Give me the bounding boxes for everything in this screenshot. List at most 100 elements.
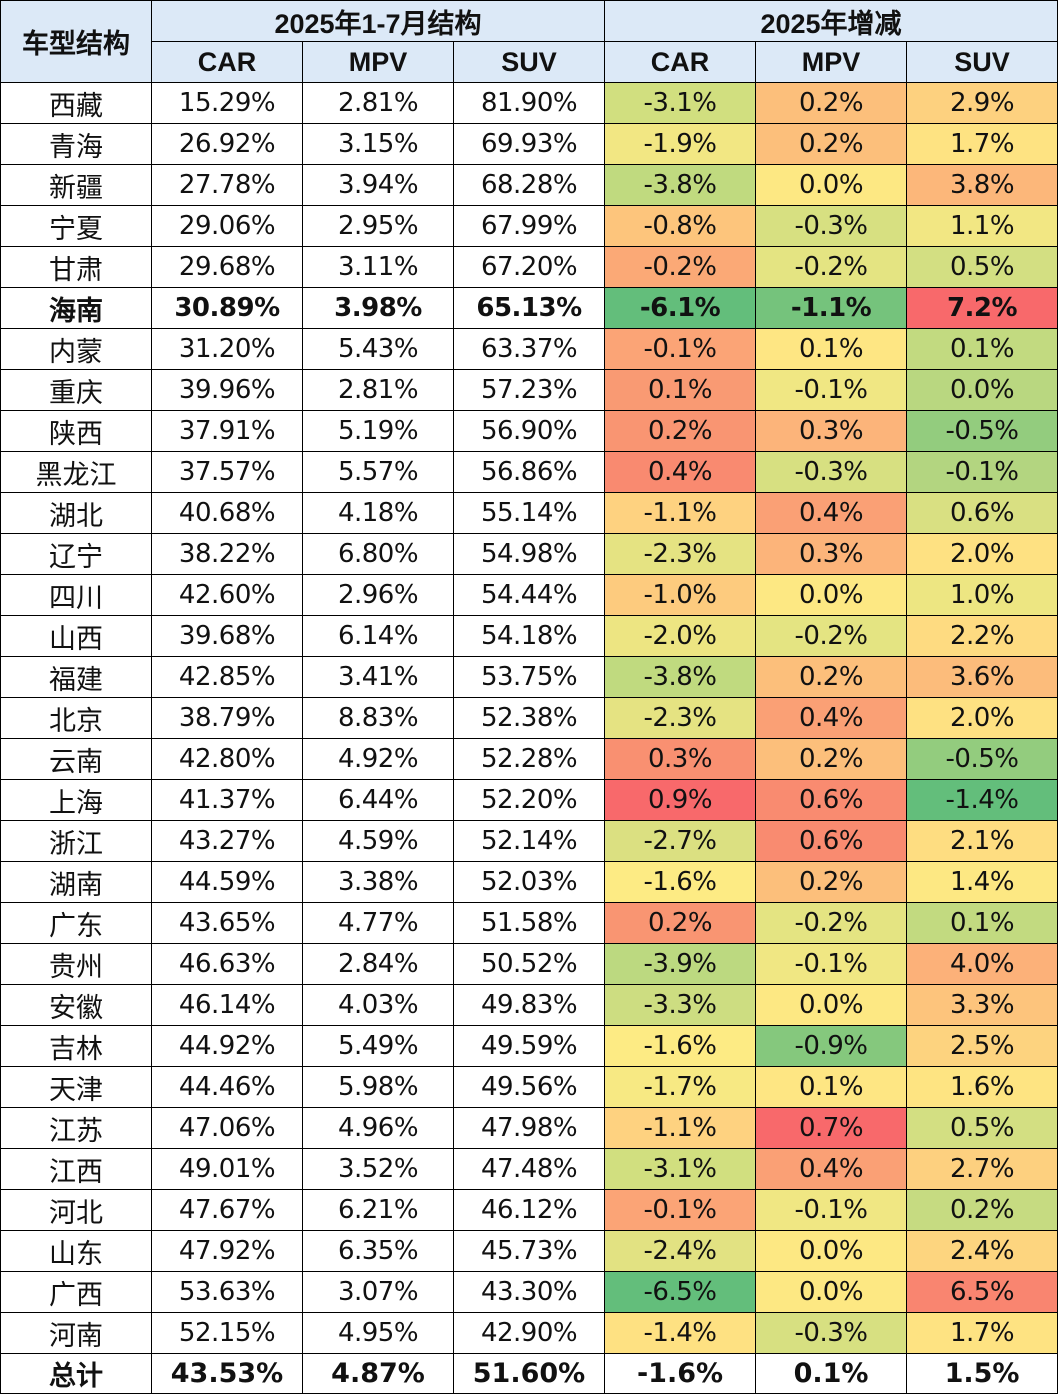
column-header-suv: SUV xyxy=(452,41,606,83)
table-row: 河北 47.67% 6.21% 46.12% -0.1% -0.1% 0.2% xyxy=(0,1189,1058,1231)
mpv-share: 2.96% xyxy=(302,574,454,616)
table-row: 河南 52.15% 4.95% 42.90% -1.4% -0.3% 1.7% xyxy=(0,1312,1058,1354)
car-share: 15.29% xyxy=(151,82,303,124)
table-row: 天津 44.46% 5.98% 49.56% -1.7% 0.1% 1.6% xyxy=(0,1066,1058,1108)
suv-share: 65.13% xyxy=(452,287,606,329)
province-name: 天津 xyxy=(0,1066,152,1108)
table-row: 黑龙江 37.57% 5.57% 56.86% 0.4% -0.3% -0.1% xyxy=(0,451,1058,493)
mpv-share: 4.96% xyxy=(302,1107,454,1149)
car-change: -3.1% xyxy=(604,82,757,124)
car-change: -1.4% xyxy=(604,1312,757,1354)
car-share: 39.68% xyxy=(151,615,303,657)
mpv-change: 0.0% xyxy=(755,164,908,206)
mpv-share: 4.77% xyxy=(302,902,454,944)
table-row: 北京 38.79% 8.83% 52.38% -2.3% 0.4% 2.0% xyxy=(0,697,1058,739)
table-row: 内蒙 31.20% 5.43% 63.37% -0.1% 0.1% 0.1% xyxy=(0,328,1058,370)
mpv-change: 0.0% xyxy=(755,984,908,1026)
suv-change: 3.8% xyxy=(906,164,1058,206)
mpv-share: 6.80% xyxy=(302,533,454,575)
table-row: 宁夏 29.06% 2.95% 67.99% -0.8% -0.3% 1.1% xyxy=(0,205,1058,247)
car-change: -1.1% xyxy=(604,492,757,534)
province-name: 黑龙江 xyxy=(0,451,152,493)
suv-change: 1.0% xyxy=(906,574,1058,616)
car-share: 46.14% xyxy=(151,984,303,1026)
car-share: 38.79% xyxy=(151,697,303,739)
mpv-share: 5.19% xyxy=(302,410,454,452)
suv-change: 6.5% xyxy=(906,1271,1058,1313)
table-row: 四川 42.60% 2.96% 54.44% -1.0% 0.0% 1.0% xyxy=(0,574,1058,616)
mpv-share: 3.41% xyxy=(302,656,454,698)
mpv-share: 3.52% xyxy=(302,1148,454,1190)
suv-share: 52.14% xyxy=(452,820,606,862)
table-row: 云南 42.80% 4.92% 52.28% 0.3% 0.2% -0.5% xyxy=(0,738,1058,780)
car-share: 27.78% xyxy=(151,164,303,206)
car-change: 0.2% xyxy=(604,902,757,944)
mpv-share: 3.38% xyxy=(302,861,454,903)
mpv-change: 0.2% xyxy=(755,738,908,780)
table-row: 湖南 44.59% 3.38% 52.03% -1.6% 0.2% 1.4% xyxy=(0,861,1058,903)
column-header-car-change: CAR xyxy=(604,41,757,83)
mpv-share: 2.81% xyxy=(302,82,454,124)
suv-change: 2.7% xyxy=(906,1148,1058,1190)
total-suv-change: 1.5% xyxy=(906,1353,1058,1394)
suv-share: 68.28% xyxy=(452,164,606,206)
total-mpv-change: 0.1% xyxy=(755,1353,908,1394)
province-name: 内蒙 xyxy=(0,328,152,370)
suv-change: 2.4% xyxy=(906,1230,1058,1272)
province-name: 山西 xyxy=(0,615,152,657)
province-name: 贵州 xyxy=(0,943,152,985)
suv-change: 0.5% xyxy=(906,1107,1058,1149)
suv-change: 1.4% xyxy=(906,861,1058,903)
mpv-share: 4.59% xyxy=(302,820,454,862)
row-label-header: 车型结构 xyxy=(0,0,152,83)
province-name: 青海 xyxy=(0,123,152,165)
table-row: 吉林 44.92% 5.49% 49.59% -1.6% -0.9% 2.5% xyxy=(0,1025,1058,1067)
column-header-car: CAR xyxy=(151,41,303,83)
province-name: 西藏 xyxy=(0,82,152,124)
mpv-change: 0.2% xyxy=(755,82,908,124)
mpv-share: 6.35% xyxy=(302,1230,454,1272)
mpv-share: 5.49% xyxy=(302,1025,454,1067)
mpv-change: -0.2% xyxy=(755,246,908,288)
suv-share: 52.20% xyxy=(452,779,606,821)
mpv-share: 6.21% xyxy=(302,1189,454,1231)
mpv-change: 0.2% xyxy=(755,123,908,165)
province-name: 山东 xyxy=(0,1230,152,1272)
mpv-share: 3.94% xyxy=(302,164,454,206)
province-name: 浙江 xyxy=(0,820,152,862)
group-header-structure: 2025年1-7月结构 xyxy=(150,0,606,42)
mpv-change: 0.6% xyxy=(755,820,908,862)
table-row: 广西 53.63% 3.07% 43.30% -6.5% 0.0% 6.5% xyxy=(0,1271,1058,1313)
car-change: -6.5% xyxy=(604,1271,757,1313)
suv-change: 0.0% xyxy=(906,369,1058,411)
suv-change: -0.1% xyxy=(906,451,1058,493)
car-change: -1.9% xyxy=(604,123,757,165)
mpv-change: -0.9% xyxy=(755,1025,908,1067)
mpv-share: 8.83% xyxy=(302,697,454,739)
suv-share: 52.03% xyxy=(452,861,606,903)
suv-share: 54.18% xyxy=(452,615,606,657)
mpv-change: 0.6% xyxy=(755,779,908,821)
car-change: -3.8% xyxy=(604,164,757,206)
suv-share: 51.58% xyxy=(452,902,606,944)
province-name: 吉林 xyxy=(0,1025,152,1067)
table-row: 青海 26.92% 3.15% 69.93% -1.9% 0.2% 1.7% xyxy=(0,123,1058,165)
suv-change: 0.1% xyxy=(906,902,1058,944)
mpv-share: 3.98% xyxy=(302,287,454,329)
table-footer: 总计 43.53% 4.87% 51.60% -1.6% 0.1% 1.5% xyxy=(0,1353,1058,1394)
car-change: -3.3% xyxy=(604,984,757,1026)
mpv-share: 2.81% xyxy=(302,369,454,411)
mpv-change: 0.2% xyxy=(755,861,908,903)
mpv-share: 4.92% xyxy=(302,738,454,780)
table-row: 湖北 40.68% 4.18% 55.14% -1.1% 0.4% 0.6% xyxy=(0,492,1058,534)
suv-change: 1.7% xyxy=(906,123,1058,165)
car-share: 42.85% xyxy=(151,656,303,698)
suv-change: 7.2% xyxy=(906,287,1058,329)
car-change: -1.6% xyxy=(604,861,757,903)
car-share: 49.01% xyxy=(151,1148,303,1190)
suv-change: -0.5% xyxy=(906,738,1058,780)
province-name: 福建 xyxy=(0,656,152,698)
table-header: 车型结构 2025年1-7月结构 2025年增减 CAR MPV SUV CAR… xyxy=(0,0,1058,83)
suv-change: 2.0% xyxy=(906,533,1058,575)
suv-share: 56.86% xyxy=(452,451,606,493)
